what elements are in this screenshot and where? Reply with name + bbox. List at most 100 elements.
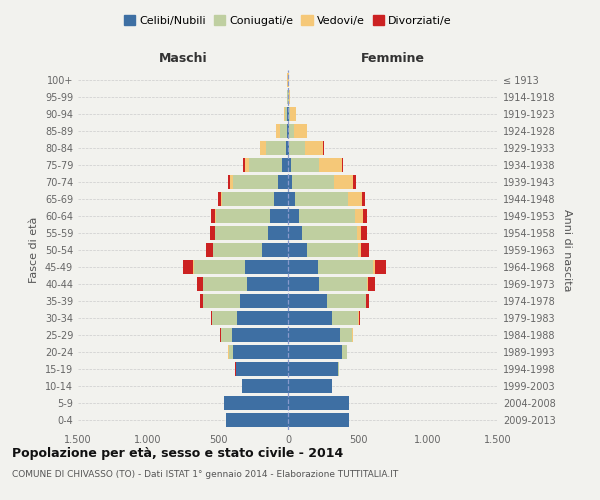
Bar xyxy=(276,124,280,138)
Bar xyxy=(247,277,288,291)
Bar xyxy=(288,396,349,409)
Text: Femmine: Femmine xyxy=(361,52,425,65)
Bar xyxy=(218,192,221,206)
Bar xyxy=(290,158,319,172)
Bar xyxy=(228,176,230,189)
Bar xyxy=(278,176,288,189)
Bar xyxy=(288,124,289,138)
Bar xyxy=(289,142,305,155)
Bar xyxy=(288,192,295,206)
Bar xyxy=(266,142,286,155)
Bar xyxy=(249,158,283,172)
Text: Maschi: Maschi xyxy=(158,52,208,65)
Bar xyxy=(288,243,307,257)
Bar xyxy=(209,226,215,240)
Bar xyxy=(245,260,288,274)
Bar xyxy=(287,108,288,121)
Bar xyxy=(340,328,352,342)
Bar xyxy=(332,311,358,324)
Bar xyxy=(216,209,270,223)
Bar xyxy=(226,413,288,426)
Bar xyxy=(221,192,222,206)
Text: Popolazione per età, sesso e stato civile - 2014: Popolazione per età, sesso e stato civil… xyxy=(12,448,343,460)
Bar xyxy=(200,294,203,308)
Bar xyxy=(373,260,374,274)
Bar xyxy=(295,192,347,206)
Bar xyxy=(289,90,290,104)
Bar xyxy=(288,379,332,392)
Bar xyxy=(288,142,289,155)
Bar xyxy=(206,243,212,257)
Bar xyxy=(374,260,386,274)
Bar xyxy=(215,209,216,223)
Bar xyxy=(326,294,366,308)
Bar xyxy=(288,209,299,223)
Bar xyxy=(212,311,237,324)
Bar xyxy=(233,345,288,358)
Bar xyxy=(290,108,296,121)
Bar xyxy=(347,192,361,206)
Bar xyxy=(203,294,241,308)
Legend: Celibi/Nubili, Coniugati/e, Vedovi/e, Divorziati/e: Celibi/Nubili, Coniugati/e, Vedovi/e, Di… xyxy=(122,13,454,28)
Bar xyxy=(183,260,193,274)
Bar xyxy=(289,108,290,121)
Bar xyxy=(262,243,288,257)
Bar xyxy=(244,158,245,172)
Bar xyxy=(288,294,326,308)
Bar xyxy=(283,158,288,172)
Bar xyxy=(288,345,342,358)
Bar xyxy=(224,396,288,409)
Bar xyxy=(359,311,361,324)
Bar xyxy=(288,176,292,189)
Bar xyxy=(288,277,319,291)
Bar xyxy=(361,243,369,257)
Bar xyxy=(358,243,361,257)
Bar xyxy=(288,311,332,324)
Bar xyxy=(288,413,349,426)
Bar xyxy=(353,176,356,189)
Bar xyxy=(233,176,278,189)
Bar xyxy=(241,294,288,308)
Bar xyxy=(215,226,268,240)
Bar xyxy=(305,142,323,155)
Bar xyxy=(287,124,288,138)
Bar xyxy=(280,124,287,138)
Bar xyxy=(319,277,367,291)
Bar xyxy=(341,158,343,172)
Bar xyxy=(355,209,362,223)
Bar xyxy=(367,277,368,291)
Bar xyxy=(274,192,288,206)
Bar xyxy=(334,176,353,189)
Bar xyxy=(245,158,249,172)
Bar xyxy=(302,226,356,240)
Bar xyxy=(361,192,365,206)
Bar xyxy=(193,260,245,274)
Bar xyxy=(366,294,369,308)
Bar xyxy=(292,176,334,189)
Bar xyxy=(307,243,358,257)
Bar xyxy=(242,379,288,392)
Bar xyxy=(285,108,287,121)
Bar xyxy=(356,226,361,240)
Bar xyxy=(211,209,215,223)
Bar xyxy=(229,345,233,358)
Bar xyxy=(294,124,307,138)
Bar xyxy=(203,277,247,291)
Y-axis label: Anni di nascita: Anni di nascita xyxy=(562,209,572,291)
Bar xyxy=(222,192,274,206)
Bar xyxy=(236,362,288,376)
Bar xyxy=(286,142,288,155)
Bar xyxy=(362,209,367,223)
Bar xyxy=(288,108,289,121)
Text: COMUNE DI CHIVASSO (TO) - Dati ISTAT 1° gennaio 2014 - Elaborazione TUTTITALIA.I: COMUNE DI CHIVASSO (TO) - Dati ISTAT 1° … xyxy=(12,470,398,479)
Bar xyxy=(288,158,290,172)
Bar xyxy=(211,311,212,324)
Bar xyxy=(342,345,347,358)
Bar xyxy=(368,277,374,291)
Bar xyxy=(230,176,233,189)
Bar xyxy=(268,226,288,240)
Bar xyxy=(260,142,266,155)
Y-axis label: Fasce di età: Fasce di età xyxy=(29,217,39,283)
Bar xyxy=(213,243,262,257)
Bar xyxy=(235,362,236,376)
